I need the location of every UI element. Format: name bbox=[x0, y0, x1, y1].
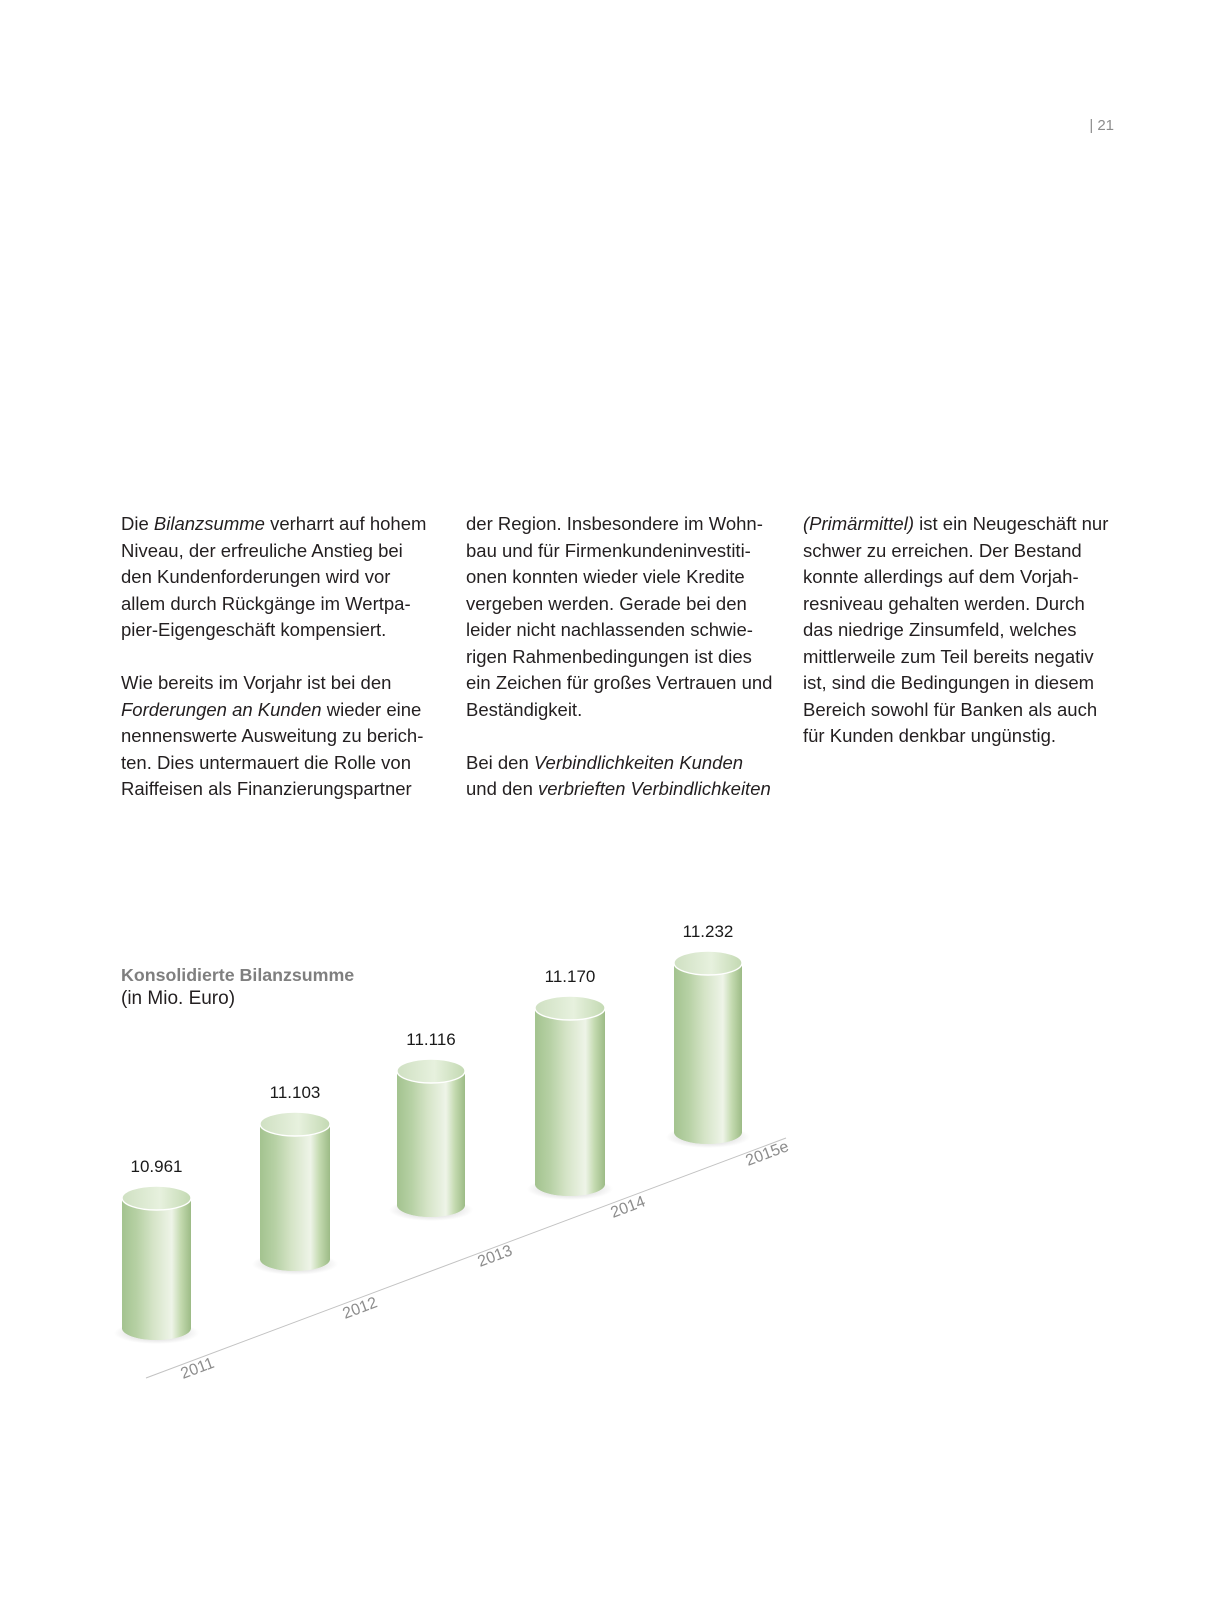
svg-text:2013: 2013 bbox=[475, 1242, 514, 1270]
svg-text:2012: 2012 bbox=[340, 1294, 379, 1322]
svg-text:10.961: 10.961 bbox=[131, 1157, 183, 1176]
svg-text:11.232: 11.232 bbox=[683, 922, 734, 941]
svg-text:11.116: 11.116 bbox=[406, 1030, 455, 1049]
svg-text:2015e: 2015e bbox=[743, 1138, 791, 1170]
svg-text:2014: 2014 bbox=[608, 1193, 647, 1221]
svg-text:11.103: 11.103 bbox=[270, 1083, 321, 1102]
svg-text:2011: 2011 bbox=[178, 1355, 216, 1383]
svg-text:11.170: 11.170 bbox=[545, 967, 596, 986]
